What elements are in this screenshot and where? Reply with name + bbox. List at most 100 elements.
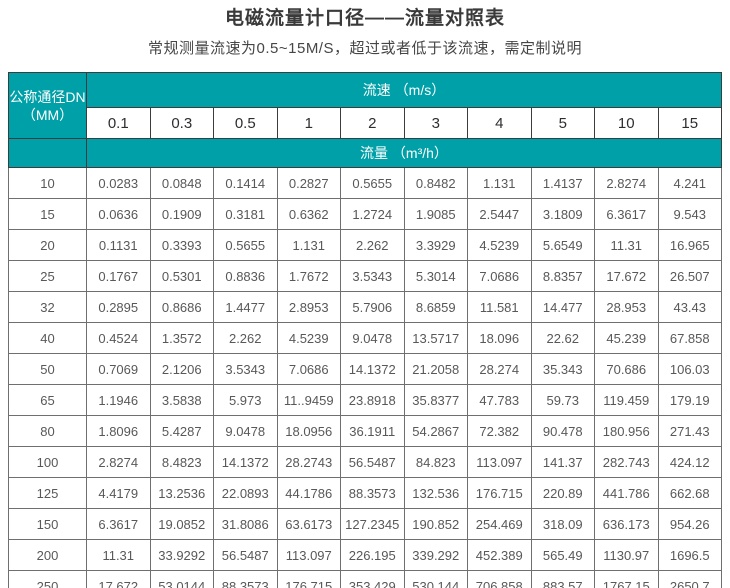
flow-value: 1.1946 [86, 384, 151, 416]
flow-value: 88.3573 [213, 570, 278, 588]
dn-value: 65 [8, 384, 87, 416]
flow-value: 190.852 [403, 508, 468, 540]
flow-value: 179.19 [657, 384, 722, 416]
flow-value: 90.478 [530, 415, 595, 447]
flow-value: 56.5487 [340, 446, 405, 478]
flow-value: 1130.97 [594, 539, 659, 571]
flow-value: 33.9292 [149, 539, 214, 571]
flow-value: 636.173 [594, 508, 659, 540]
flow-value: 3.5343 [340, 260, 405, 292]
velocity-header-row: 公称通径DN （MM） 流速 （m/s） [8, 72, 722, 139]
velocity-value: 4 [467, 107, 532, 139]
flow-value: 5.4287 [149, 415, 214, 447]
flow-value: 5.973 [213, 384, 278, 416]
flow-value: 339.292 [403, 539, 468, 571]
flow-value: 2650.7 [657, 570, 722, 588]
flow-value: 1.8096 [86, 415, 151, 447]
velocity-value: 3 [403, 107, 468, 139]
flow-value: 56.5487 [213, 539, 278, 571]
flow-value: 0.0848 [149, 167, 214, 199]
flow-value: 14.1372 [213, 446, 278, 478]
flow-value: 1.3572 [149, 322, 214, 354]
velocity-value: 0.1 [86, 107, 151, 139]
flow-value: 662.68 [657, 477, 722, 509]
flow-value: 67.858 [657, 322, 722, 354]
flow-value: 35.343 [530, 353, 595, 385]
flow-value: 4.241 [657, 167, 722, 199]
flow-value: 226.195 [340, 539, 405, 571]
flow-value: 88.3573 [340, 477, 405, 509]
velocity-header-label: 流速 （m/s） [86, 72, 722, 108]
dn-value: 125 [8, 477, 87, 509]
flow-value: 0.1414 [213, 167, 278, 199]
flow-value: 176.715 [467, 477, 532, 509]
table-row: 32 0.2895 0.8686 1.4477 2.8953 5.7906 8.6859 11… [8, 291, 722, 323]
flow-value: 954.26 [657, 508, 722, 540]
flow-value: 132.536 [403, 477, 468, 509]
flow-value: 1.9085 [403, 198, 468, 230]
flow-value: 7.0686 [276, 353, 341, 385]
flow-value: 127.2345 [340, 508, 405, 540]
flow-value: 0.4524 [86, 322, 151, 354]
flow-value: 1.131 [276, 229, 341, 261]
flow-value: 11.31 [86, 539, 151, 571]
flow-comparison-table: 公称通径DN （MM） 流速 （m/s） 0.1 0.3 0.5 1 2 3 4 5 10 15 … [8, 72, 722, 588]
flow-value: 35.8377 [403, 384, 468, 416]
dn-value: 100 [8, 446, 87, 478]
flow-value: 0.5301 [149, 260, 214, 292]
flow-value: 3.3929 [403, 229, 468, 261]
flow-value: 254.469 [467, 508, 532, 540]
flow-value: 2.5447 [467, 198, 532, 230]
flow-value: 11.31 [594, 229, 659, 261]
flow-value: 0.2895 [86, 291, 151, 323]
flow-value: 11.581 [467, 291, 532, 323]
flow-value: 2.8953 [276, 291, 341, 323]
flow-value: 9.543 [657, 198, 722, 230]
flow-value: 14.477 [530, 291, 595, 323]
flow-value: 565.49 [530, 539, 595, 571]
flow-value: 1696.5 [657, 539, 722, 571]
flow-header-label: 流量 （m³/h） [86, 138, 722, 168]
velocity-values-row: 0.1 0.3 0.5 1 2 3 4 5 10 15 [9, 107, 722, 139]
flow-value: 26.507 [657, 260, 722, 292]
flow-value: 9.0478 [340, 322, 405, 354]
flow-value: 59.73 [530, 384, 595, 416]
flow-value: 0.1767 [86, 260, 151, 292]
flow-value: 18.096 [467, 322, 532, 354]
table-row: 125 4.4179 13.2536 22.0893 44.1786 88.3573 132… [8, 477, 722, 509]
flow-value: 441.786 [594, 477, 659, 509]
flow-value: 141.37 [530, 446, 595, 478]
flow-value: 84.823 [403, 446, 468, 478]
flow-value: 21.2058 [403, 353, 468, 385]
flow-value: 4.5239 [276, 322, 341, 354]
flow-value: 53.0144 [149, 570, 214, 588]
table-row: 50 0.7069 2.1206 3.5343 7.0686 14.1372 21.2058… [8, 353, 722, 385]
flow-value: 113.097 [276, 539, 341, 571]
flow-value: 271.43 [657, 415, 722, 447]
flow-value: 3.1809 [530, 198, 595, 230]
flow-value: 22.62 [530, 322, 595, 354]
flow-value: 530.144 [403, 570, 468, 588]
flow-value: 11..9459 [276, 384, 341, 416]
flow-value: 353.429 [340, 570, 405, 588]
flow-value: 2.8274 [86, 446, 151, 478]
flow-value: 1.7672 [276, 260, 341, 292]
dn-corner-header: 公称通径DN （MM） [8, 72, 87, 139]
flow-value: 0.0636 [86, 198, 151, 230]
flow-value: 8.6859 [403, 291, 468, 323]
velocity-value: 0.5 [213, 107, 278, 139]
flow-value: 2.8274 [594, 167, 659, 199]
flow-value: 119.459 [594, 384, 659, 416]
flow-value: 424.12 [657, 446, 722, 478]
flow-value: 0.5655 [213, 229, 278, 261]
flow-value: 6.3617 [594, 198, 659, 230]
dn-value: 250 [8, 570, 87, 588]
flow-value: 0.8836 [213, 260, 278, 292]
flow-value: 16.965 [657, 229, 722, 261]
table-row: 200 11.31 33.9292 56.5487 113.097 226.195 339.… [8, 539, 722, 571]
table-row: 150 6.3617 19.0852 31.8086 63.6173 127.2345 19… [8, 508, 722, 540]
table-row: 40 0.4524 1.3572 2.262 4.5239 9.0478 13.5717 18… [8, 322, 722, 354]
table-row: 10 0.0283 0.0848 0.1414 0.2827 0.5655 0.8482 1.… [8, 167, 722, 199]
flow-value: 45.239 [594, 322, 659, 354]
